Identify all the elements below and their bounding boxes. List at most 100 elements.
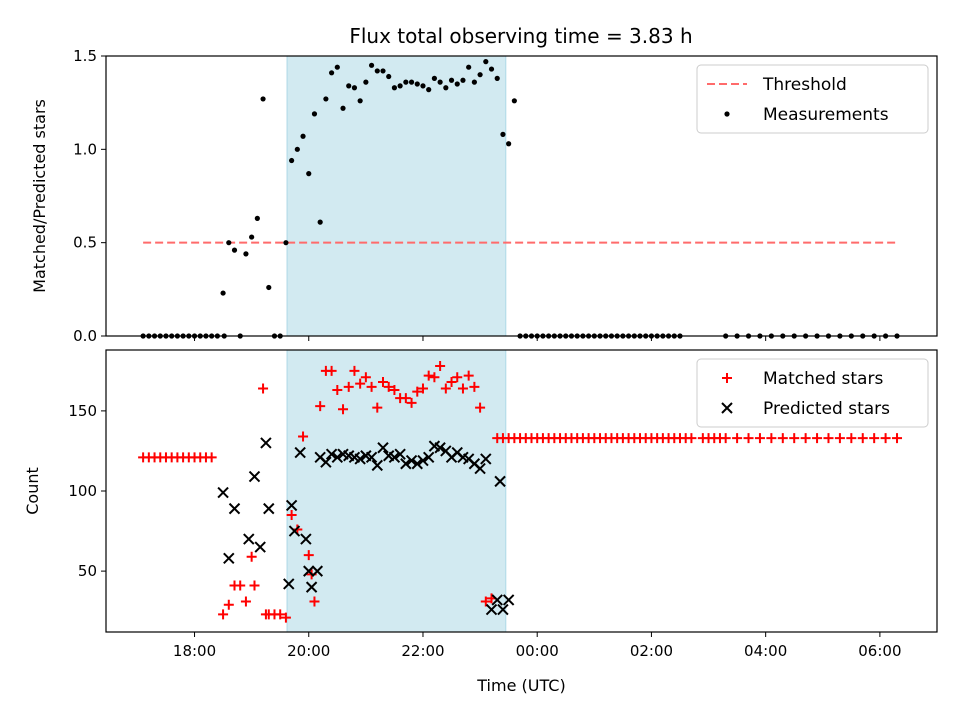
measurement-point: [283, 240, 289, 246]
predicted-star-point: [303, 565, 315, 577]
matched-star-point: [743, 433, 754, 444]
predicted-star-point: [422, 451, 435, 464]
measurement-point: [243, 251, 249, 257]
measurement-point: [477, 72, 483, 78]
predicted-star-point: [243, 533, 255, 545]
matched-star-point: [280, 612, 291, 623]
matched-star-point: [475, 402, 486, 413]
matched-star-point: [218, 609, 229, 620]
x-tick-label: 06:00: [858, 642, 901, 660]
predicted-star-point: [494, 475, 506, 488]
predicted-star-point: [354, 453, 366, 465]
measurement-point: [454, 81, 460, 87]
matched-star-point: [720, 433, 731, 444]
matched-star-point: [469, 381, 480, 392]
matched-star-point: [406, 397, 417, 408]
matched-star-point: [412, 386, 423, 397]
matched-star-point: [235, 580, 246, 591]
legend-measurement-swatch: [724, 111, 730, 117]
predicted-star-point: [217, 486, 229, 499]
measurement-point: [340, 105, 346, 111]
x-tick-label: 22:00: [401, 642, 444, 660]
measurement-point: [500, 131, 506, 137]
measurement-point: [408, 79, 415, 85]
matched-star-point: [423, 370, 434, 381]
matched-star-point: [298, 431, 309, 442]
matched-star-point: [286, 510, 297, 521]
matched-star-point: [892, 433, 903, 444]
measurement-point: [289, 157, 295, 164]
predicted-star-point: [294, 446, 306, 459]
measurement-point: [351, 85, 358, 91]
y-tick-label: 0.5: [73, 234, 97, 252]
matched-star-point: [440, 383, 451, 394]
measurement-point: [311, 111, 318, 117]
matched-star-point: [303, 550, 314, 561]
matched-star-point: [732, 433, 743, 444]
matched-star-point: [315, 401, 326, 412]
measurement-point: [403, 79, 409, 85]
predicted-star-point: [223, 552, 235, 565]
matched-star-point: [389, 385, 400, 396]
measurement-point: [220, 290, 226, 296]
legend-label: Threshold: [762, 75, 847, 95]
measurement-point: [231, 247, 238, 253]
legend-box: [696, 358, 929, 428]
measurement-point: [414, 81, 420, 87]
predicted-star-point: [417, 454, 429, 467]
predicted-star-point: [248, 470, 261, 483]
y-axis-label: Count: [23, 467, 42, 515]
matched-star-point: [435, 361, 446, 372]
measurement-point: [437, 79, 443, 85]
measurement-point: [346, 83, 352, 89]
predicted-star-point: [365, 451, 378, 464]
measurement-point: [226, 240, 232, 246]
measurement-point: [368, 62, 375, 68]
matched-star-point: [480, 596, 491, 607]
matched-star-point: [223, 599, 234, 610]
matched-star-point: [309, 596, 320, 607]
panel-ratio: 0.0 0.5 1.0 1.5 Matched/Predicted stars Thres…: [30, 47, 938, 345]
y-tick-label: 1.0: [73, 140, 97, 158]
matched-star-point: [452, 372, 463, 383]
matched-star-point: [846, 433, 857, 444]
predicted-star-point: [377, 442, 389, 454]
matched-star-point: [383, 381, 394, 392]
legend-label: Predicted stars: [763, 399, 890, 419]
measurement-point: [448, 77, 455, 83]
measurement-point: [443, 85, 449, 91]
matched-star-point: [246, 551, 257, 562]
measurement-point: [374, 68, 380, 74]
matched-star-point: [446, 377, 457, 388]
matched-star-point: [800, 433, 811, 444]
observing-interval-shade: [286, 349, 507, 633]
matched-star-point: [777, 433, 788, 444]
measurement-point: [249, 234, 255, 240]
measurement-point: [380, 68, 386, 74]
y-tick-label: 150: [68, 402, 97, 420]
measurement-point: [397, 83, 403, 89]
matched-star-point: [206, 452, 217, 463]
matched-star-point: [343, 381, 354, 392]
measurement-point: [431, 75, 438, 81]
predicted-star-point: [283, 578, 295, 590]
matched-star-point: [249, 580, 260, 591]
matched-star-point: [360, 372, 371, 383]
measurement-point: [266, 284, 272, 291]
x-tick-label: 20:00: [287, 642, 330, 660]
matched-star-point: [789, 433, 800, 444]
matched-star-point: [686, 433, 697, 444]
legend-label: Measurements: [763, 105, 889, 125]
measurement-point: [328, 70, 335, 76]
predicted-star-point: [474, 462, 486, 475]
legend-matched-swatch: [722, 373, 732, 383]
measurement-point: [506, 141, 512, 147]
matched-star-point: [463, 370, 474, 381]
panel-counts: 50 100 150 18:00 20:00 22:00 00:00 02:00 04:00 06…: [23, 349, 938, 695]
matched-star-point: [378, 377, 388, 388]
matched-star-point: [857, 433, 868, 444]
predicted-star-point: [325, 448, 338, 460]
y-tick-label: 0.0: [73, 327, 97, 345]
measurement-point: [300, 133, 306, 139]
measurement-point: [260, 96, 266, 102]
